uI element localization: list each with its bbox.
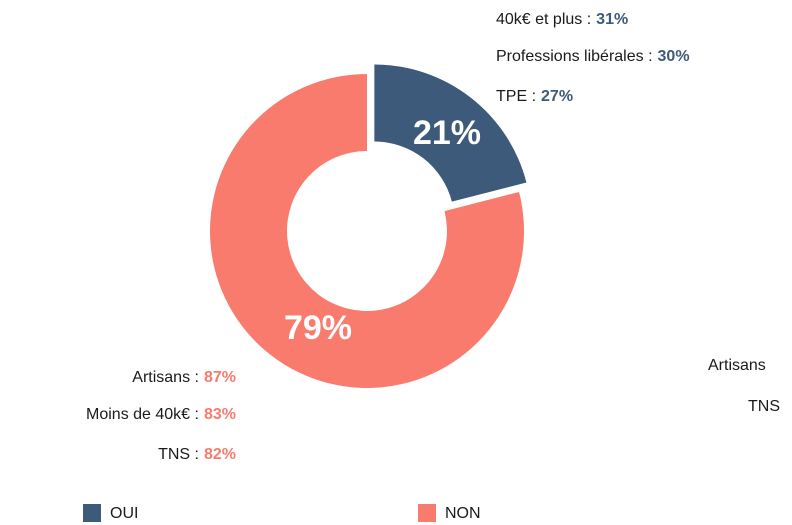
annotation: TPE : 27%	[496, 88, 573, 105]
annotation-value: 87%	[204, 369, 236, 386]
annotation-value: 83%	[204, 406, 236, 423]
legend-label: OUI	[110, 505, 138, 522]
annotation-value: 30%	[658, 48, 690, 65]
annotation: Moins de 40k€ : 83%	[86, 406, 236, 423]
annotation: TNS	[748, 398, 780, 415]
annotation-label: Moins de 40k€ :	[86, 406, 199, 423]
legend-swatch	[83, 504, 101, 522]
annotation-label: TNS	[748, 398, 780, 415]
annotation-label: Artisans	[708, 357, 766, 374]
annotation-label: Professions libérales :	[496, 48, 653, 65]
legend-swatch	[418, 504, 436, 522]
annotation: Artisans : 87%	[132, 369, 236, 386]
slice-label: 21%	[413, 114, 481, 152]
annotation-label: 40k€ et plus :	[496, 11, 591, 28]
annotation-value: 27%	[541, 88, 573, 105]
annotation: Artisans	[708, 357, 766, 374]
annotation: Professions libérales : 30%	[496, 48, 690, 65]
annotation-label: Artisans :	[132, 369, 199, 386]
annotation-value: 82%	[204, 446, 236, 463]
annotation-label: TNS :	[158, 446, 199, 463]
annotation: TNS : 82%	[158, 446, 236, 463]
annotation: 40k€ et plus : 31%	[496, 11, 628, 28]
donut-slice	[374, 64, 527, 202]
annotation-label: TPE :	[496, 88, 536, 105]
donut-slice	[210, 74, 525, 388]
slice-label: 79%	[284, 309, 352, 347]
annotation-value: 31%	[596, 11, 628, 28]
legend-label: NON	[445, 505, 481, 522]
